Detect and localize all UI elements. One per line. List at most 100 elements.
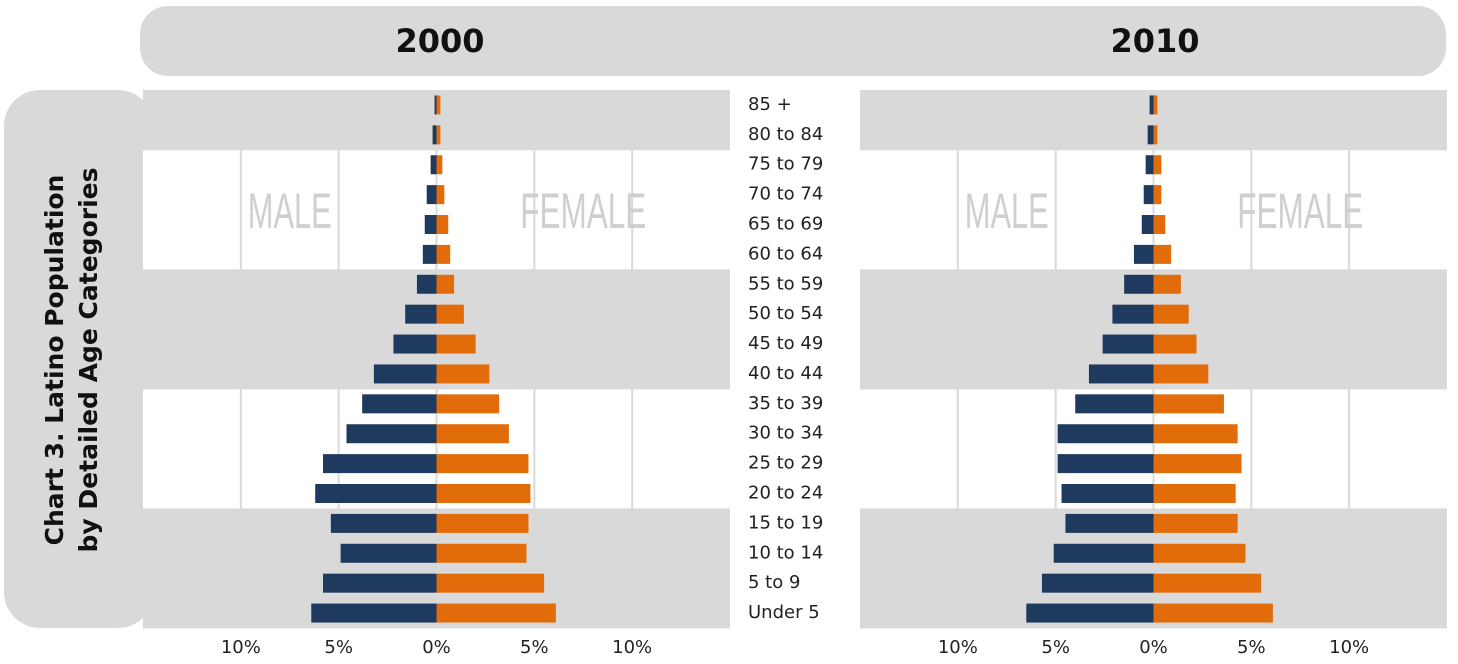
- bar: [436, 95, 441, 115]
- bar: [436, 185, 445, 205]
- bar: [432, 125, 437, 145]
- bar: [436, 215, 449, 234]
- bar: [1112, 304, 1154, 324]
- bar: [436, 334, 476, 354]
- category-label: 35 to 39: [748, 393, 823, 414]
- x-tick-label: 5%: [520, 637, 549, 658]
- category-label: 25 to 29: [748, 453, 823, 474]
- series-watermark: MALE: [248, 183, 332, 239]
- bar: [1153, 603, 1273, 623]
- bar: [1065, 513, 1154, 533]
- bar: [340, 543, 437, 563]
- category-label: 45 to 49: [748, 333, 823, 354]
- series-watermark: MALE: [965, 183, 1049, 239]
- bar: [436, 424, 509, 444]
- chart-title-line: Chart 3. Latino Population: [40, 175, 69, 546]
- bar: [1061, 484, 1154, 503]
- header-band: [140, 6, 1446, 76]
- chart-title-line: by Detailed Age Categories: [74, 168, 103, 553]
- category-label: 50 to 54: [748, 303, 823, 324]
- bar: [426, 185, 437, 205]
- bar: [405, 304, 437, 324]
- category-label: 10 to 14: [748, 542, 823, 563]
- bar: [436, 573, 545, 593]
- category-label: 80 to 84: [748, 124, 823, 145]
- category-label: 20 to 24: [748, 483, 823, 504]
- bar: [1075, 394, 1154, 414]
- bar: [346, 424, 437, 444]
- bar: [1153, 364, 1209, 384]
- category-label: 30 to 34: [748, 423, 823, 444]
- bar: [1153, 95, 1158, 115]
- bar: [436, 125, 441, 145]
- bar: [1153, 394, 1224, 414]
- bar: [1153, 424, 1238, 444]
- bar: [1057, 424, 1154, 444]
- bar: [373, 364, 437, 384]
- bar: [436, 454, 529, 474]
- bar: [1153, 215, 1166, 234]
- bar: [1149, 95, 1154, 115]
- x-tick-label: 10%: [1329, 637, 1369, 658]
- x-tick-label: 5%: [324, 637, 353, 658]
- category-label: 85 +: [748, 94, 792, 115]
- category-label: 65 to 69: [748, 214, 823, 235]
- bar: [1041, 573, 1154, 593]
- category-label: 70 to 74: [748, 184, 823, 205]
- bar: [1153, 155, 1162, 175]
- bar: [436, 603, 556, 623]
- category-label: 15 to 19: [748, 512, 823, 533]
- bar: [436, 394, 500, 414]
- bar: [1153, 125, 1158, 145]
- bar: [1153, 484, 1236, 503]
- bar: [1143, 185, 1154, 205]
- bar: [1153, 185, 1162, 205]
- bar: [1141, 215, 1154, 234]
- x-tick-label: 10%: [221, 637, 261, 658]
- category-label: 60 to 64: [748, 243, 823, 264]
- category-label: 40 to 44: [748, 363, 823, 384]
- bar: [436, 244, 451, 264]
- bar: [1153, 454, 1242, 474]
- panel-title: 2000: [395, 22, 484, 60]
- bar: [436, 364, 490, 384]
- category-label: 75 to 79: [748, 154, 823, 175]
- bar: [1124, 274, 1154, 294]
- bar: [430, 155, 437, 175]
- bar: [1053, 543, 1154, 563]
- bar: [1153, 244, 1172, 264]
- x-tick-label: 5%: [1237, 637, 1266, 658]
- series-watermark: FEMALE: [520, 183, 646, 239]
- bar: [1153, 543, 1246, 563]
- bar: [1153, 573, 1262, 593]
- x-tick-label: 10%: [938, 637, 978, 658]
- x-tick-label: 0%: [1139, 637, 1168, 658]
- bar: [1057, 454, 1154, 474]
- series-watermark: FEMALE: [1237, 183, 1363, 239]
- bar: [330, 513, 437, 533]
- bar: [1026, 603, 1154, 623]
- bar: [436, 155, 443, 175]
- panel-title: 2010: [1110, 22, 1199, 60]
- chart-title: Chart 3. Latino Population by Detailed A…: [40, 168, 103, 553]
- category-label: 5 to 9: [748, 572, 800, 593]
- bar: [1102, 334, 1154, 354]
- bar: [434, 95, 437, 115]
- bar: [323, 573, 437, 593]
- bar: [436, 513, 529, 533]
- bar: [1153, 334, 1197, 354]
- bar: [1153, 274, 1181, 294]
- bar: [323, 454, 437, 474]
- category-label: 55 to 59: [748, 273, 823, 294]
- bar: [362, 394, 437, 414]
- bar: [393, 334, 437, 354]
- bar: [1153, 304, 1189, 324]
- category-label: Under 5: [748, 602, 820, 623]
- x-tick-label: 10%: [612, 637, 652, 658]
- bar: [416, 274, 437, 294]
- x-tick-label: 0%: [422, 637, 451, 658]
- bar: [1145, 155, 1154, 175]
- bar: [1153, 513, 1238, 533]
